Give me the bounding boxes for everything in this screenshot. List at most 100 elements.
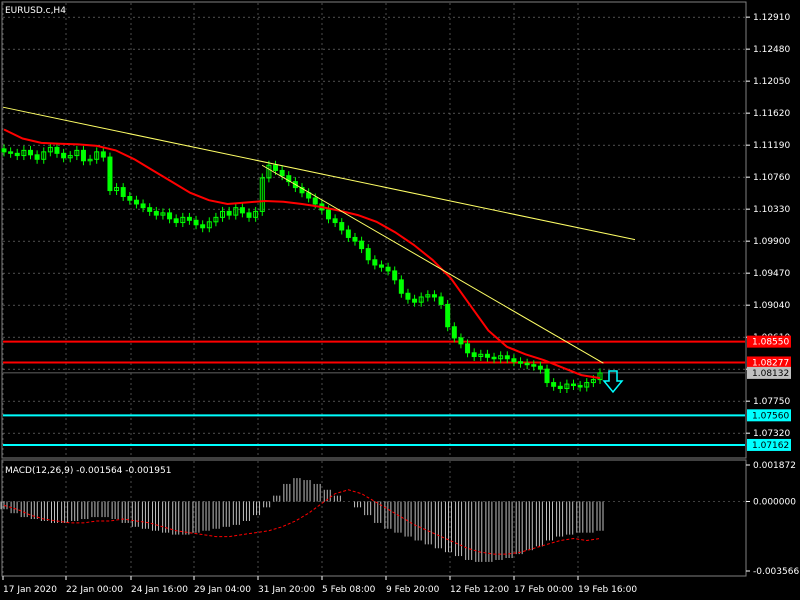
candle bbox=[359, 240, 365, 250]
candle bbox=[87, 158, 93, 162]
candle bbox=[431, 294, 437, 298]
candle bbox=[531, 364, 537, 367]
trendlines[interactable] bbox=[2, 106, 636, 364]
macd-signal-line bbox=[3, 489, 601, 555]
candle bbox=[47, 146, 53, 153]
candle bbox=[577, 385, 583, 388]
price-tag-label: 1.07560 bbox=[752, 411, 789, 421]
main-chart-frame bbox=[1, 1, 747, 459]
candle bbox=[332, 218, 338, 224]
candle bbox=[74, 149, 80, 157]
candle bbox=[34, 154, 40, 160]
price-tag bbox=[747, 356, 791, 369]
candle bbox=[392, 270, 398, 281]
candle bbox=[1, 148, 7, 153]
candle bbox=[438, 296, 444, 305]
candle bbox=[557, 385, 563, 390]
moving-average-line bbox=[3, 128, 601, 380]
x-tick-label: 12 Feb 12:00 bbox=[450, 585, 509, 595]
candle bbox=[114, 187, 120, 192]
y-tick-label: 1.11620 bbox=[753, 109, 790, 119]
symbol-label: EURUSD.c,H4 bbox=[5, 6, 66, 16]
y-tick-label: 1.07320 bbox=[753, 429, 790, 439]
candle bbox=[259, 177, 265, 212]
candle bbox=[299, 187, 305, 194]
x-tick-label: 17 Jan 2020 bbox=[3, 585, 57, 595]
candle bbox=[107, 156, 113, 192]
candle bbox=[67, 155, 73, 159]
y-tick-label: 1.07750 bbox=[753, 397, 790, 407]
candle bbox=[27, 149, 33, 156]
candlestick-series bbox=[1, 142, 603, 393]
candle bbox=[345, 229, 351, 238]
candle bbox=[233, 207, 239, 216]
macd-tick-label: -0.003566 bbox=[753, 567, 799, 577]
grid-lines bbox=[2, 3, 745, 575]
candle bbox=[8, 151, 14, 154]
candle bbox=[186, 216, 192, 221]
candle bbox=[21, 149, 27, 157]
candle bbox=[504, 355, 510, 360]
candle bbox=[41, 151, 47, 160]
candle bbox=[206, 221, 212, 229]
y-tick-label: 1.09040 bbox=[753, 301, 790, 311]
candle bbox=[412, 298, 418, 303]
candle bbox=[173, 218, 179, 224]
candle bbox=[325, 209, 331, 220]
candle bbox=[94, 151, 100, 160]
macd-label: MACD(12,26,9) -0.001564 -0.001951 bbox=[5, 466, 171, 476]
down-arrow-icon[interactable] bbox=[602, 370, 624, 394]
candle bbox=[372, 259, 378, 266]
candle bbox=[484, 353, 490, 358]
candle bbox=[279, 169, 285, 177]
candle bbox=[193, 219, 199, 226]
candle bbox=[253, 210, 259, 218]
candle bbox=[564, 383, 570, 390]
candle bbox=[133, 199, 139, 205]
candle bbox=[140, 203, 146, 209]
candle bbox=[286, 175, 292, 183]
y-tick-label: 1.09900 bbox=[753, 237, 790, 247]
x-tick-label: 24 Jan 16:00 bbox=[131, 585, 188, 595]
x-tick-label: 19 Feb 16:00 bbox=[578, 585, 637, 595]
candle bbox=[478, 353, 484, 358]
price-tag bbox=[747, 438, 791, 451]
candle bbox=[220, 210, 226, 218]
candle bbox=[226, 210, 232, 216]
macd-tick-label: 0.000000 bbox=[753, 497, 796, 507]
horizontal-levels[interactable] bbox=[3, 340, 745, 446]
candle bbox=[597, 372, 603, 381]
y-tick-label: 1.12480 bbox=[753, 45, 790, 55]
candle bbox=[312, 197, 318, 205]
candle bbox=[54, 146, 60, 154]
candle bbox=[511, 358, 517, 363]
candle bbox=[153, 210, 159, 216]
candle bbox=[405, 292, 411, 300]
candle bbox=[544, 368, 550, 384]
candle bbox=[14, 152, 20, 157]
candle bbox=[491, 356, 497, 360]
candle bbox=[352, 236, 358, 242]
candle bbox=[180, 216, 186, 224]
candle bbox=[498, 355, 504, 360]
x-tick-label: 29 Jan 04:00 bbox=[194, 585, 251, 595]
candle bbox=[518, 361, 524, 364]
candle bbox=[273, 164, 279, 171]
x-tick-label: 5 Feb 08:00 bbox=[322, 585, 376, 595]
y-tick-label: 1.12910 bbox=[753, 13, 790, 23]
candle bbox=[551, 382, 557, 387]
candle bbox=[213, 216, 219, 223]
candle bbox=[239, 207, 245, 214]
trendline bbox=[2, 106, 636, 241]
macd-axis: 0.001872 0.000000 -0.003566 bbox=[746, 461, 799, 577]
candle bbox=[571, 383, 577, 387]
price-tag bbox=[747, 409, 791, 422]
x-tick-label: 17 Feb 00:00 bbox=[514, 585, 573, 595]
candle bbox=[61, 152, 67, 159]
candle bbox=[266, 164, 272, 179]
candle bbox=[584, 382, 590, 388]
candle bbox=[365, 248, 371, 261]
